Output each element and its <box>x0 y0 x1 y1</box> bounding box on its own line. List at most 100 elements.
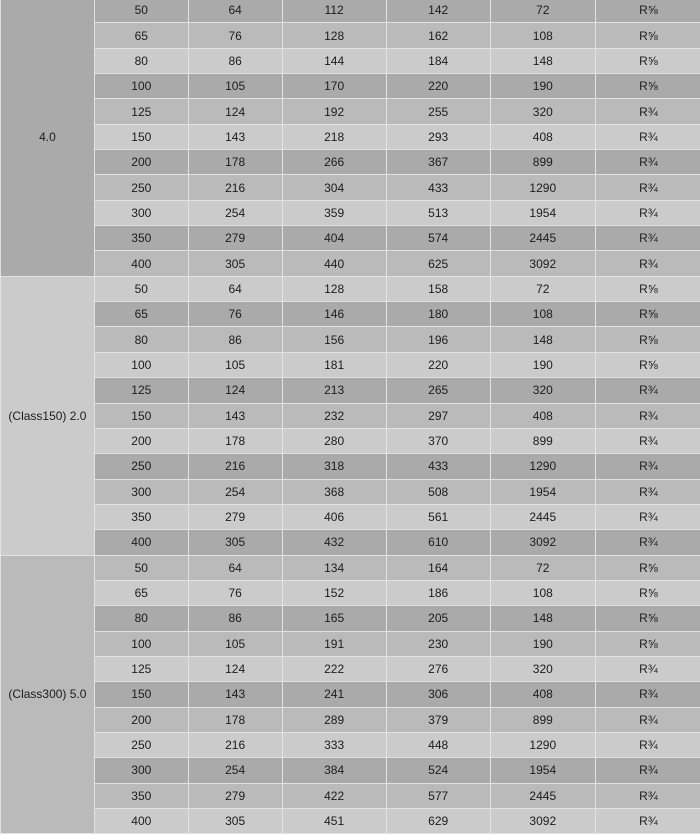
table-cell: 404 <box>281 225 387 252</box>
table-cell: 124 <box>187 655 283 683</box>
table-cell: 72 <box>489 0 596 24</box>
table-cell: 250 <box>93 453 189 480</box>
table-cell: 86 <box>187 605 283 632</box>
table-row: (Class150) 2.0 50 64 128 158 72 R⅝ <box>0 275 700 556</box>
table-row: 400 305 451 629 3092 R¾ <box>1 807 700 835</box>
table-cell: 200 <box>93 427 189 455</box>
table-cell: 368 <box>281 478 387 505</box>
table-cell: 124 <box>187 98 283 125</box>
table-cell: 400 <box>93 807 189 835</box>
table-cell: 186 <box>385 579 491 607</box>
table-cell: 433 <box>385 174 491 201</box>
table-cell: 432 <box>281 529 387 556</box>
table-cell: 125 <box>93 98 189 125</box>
table-cell: 125 <box>93 655 189 683</box>
table-cell: 50 <box>93 554 189 581</box>
table-cell: 610 <box>385 529 491 556</box>
table-cell: R¾ <box>594 782 700 810</box>
table-cell: 266 <box>281 149 387 176</box>
table-cell: 370 <box>385 427 491 455</box>
table-cell: 899 <box>489 149 596 176</box>
group-label-cell: (Class150) 2.0 <box>0 275 95 556</box>
table-cell: R⅝ <box>594 0 700 24</box>
table-cell: 304 <box>281 174 387 201</box>
table-cell: 300 <box>93 757 189 784</box>
table-cell: 451 <box>281 807 387 835</box>
table-cell: R⅝ <box>594 351 700 379</box>
table-cell: 350 <box>93 503 189 531</box>
table-cell: 255 <box>385 98 491 125</box>
table-cell: R¾ <box>594 377 700 404</box>
table-cell: 200 <box>93 149 189 176</box>
table-cell: 305 <box>187 250 283 277</box>
table-cell: 100 <box>93 73 189 100</box>
table-cell: 279 <box>187 782 283 810</box>
table-cell: R⅝ <box>594 554 700 581</box>
table-cell: 150 <box>93 123 189 151</box>
table-cell: R¾ <box>594 807 700 835</box>
table-cell: 216 <box>187 731 283 759</box>
table-cell: 76 <box>187 579 283 607</box>
table-row: 350 279 406 561 2445 R¾ <box>1 503 700 531</box>
table-cell: 297 <box>385 402 491 429</box>
table-cell: 408 <box>489 402 596 429</box>
table-cell: 213 <box>281 377 387 404</box>
table-cell: 190 <box>489 73 596 100</box>
table-cell: 350 <box>93 782 189 810</box>
table-cell: 65 <box>93 22 189 49</box>
table-cell: R⅝ <box>594 630 700 657</box>
table-cell: 230 <box>385 630 491 657</box>
table-cell: 64 <box>187 0 283 24</box>
table-cell: 320 <box>489 98 596 125</box>
table-cell: 306 <box>385 681 491 708</box>
table-cell: 320 <box>489 377 596 404</box>
table-cell: R¾ <box>594 453 700 480</box>
table-cell: 1954 <box>489 199 596 227</box>
table-cell: R¾ <box>594 503 700 531</box>
table-cell: R⅝ <box>594 326 700 353</box>
table-cell: R⅝ <box>594 47 700 75</box>
table-cell: R⅝ <box>594 275 700 303</box>
table-cell: 293 <box>385 123 491 151</box>
table-cell: 80 <box>93 326 189 353</box>
table-cell: R¾ <box>594 402 700 429</box>
table-cell: 100 <box>93 351 189 379</box>
table-cell: R¾ <box>594 655 700 683</box>
table-cell: 165 <box>281 605 387 632</box>
table-cell: 142 <box>385 0 491 24</box>
table-cell: 112 <box>281 0 387 24</box>
table-cell: 305 <box>187 529 283 556</box>
table-cell: 289 <box>281 706 387 733</box>
table-cell: 265 <box>385 377 491 404</box>
table-cell: 629 <box>385 807 491 835</box>
table-cell: 146 <box>281 301 387 328</box>
table-cell: 178 <box>187 149 283 176</box>
table-cell: R⅝ <box>594 301 700 328</box>
table-cell: 180 <box>385 301 491 328</box>
table-cell: 150 <box>93 681 189 708</box>
table-row: 350 279 404 574 2445 R¾ <box>1 225 700 252</box>
table-cell: 422 <box>281 782 387 810</box>
table-cell: 222 <box>281 655 387 683</box>
table-cell: 300 <box>93 478 189 505</box>
table-cell: 148 <box>489 47 596 75</box>
table-cell: R¾ <box>594 529 700 556</box>
table-cell: 50 <box>93 0 189 24</box>
table-cell: 1954 <box>489 478 596 505</box>
table-cell: 128 <box>281 275 387 303</box>
table-row: 250 216 333 448 1290 R¾ <box>1 731 700 759</box>
table-cell: R⅝ <box>594 73 700 100</box>
table-cell: 80 <box>93 605 189 632</box>
table-cell: 2445 <box>489 225 596 252</box>
table-cell: 105 <box>187 73 283 100</box>
table-row: 125 124 213 265 320 R¾ <box>1 377 700 404</box>
table-cell: 250 <box>93 731 189 759</box>
table-cell: 152 <box>281 579 387 607</box>
table-cell: 318 <box>281 453 387 480</box>
table-cell: 899 <box>489 706 596 733</box>
table-cell: 305 <box>187 807 283 835</box>
table-cell: 143 <box>187 681 283 708</box>
table-row: 400 305 440 625 3092 R¾ <box>1 250 700 277</box>
